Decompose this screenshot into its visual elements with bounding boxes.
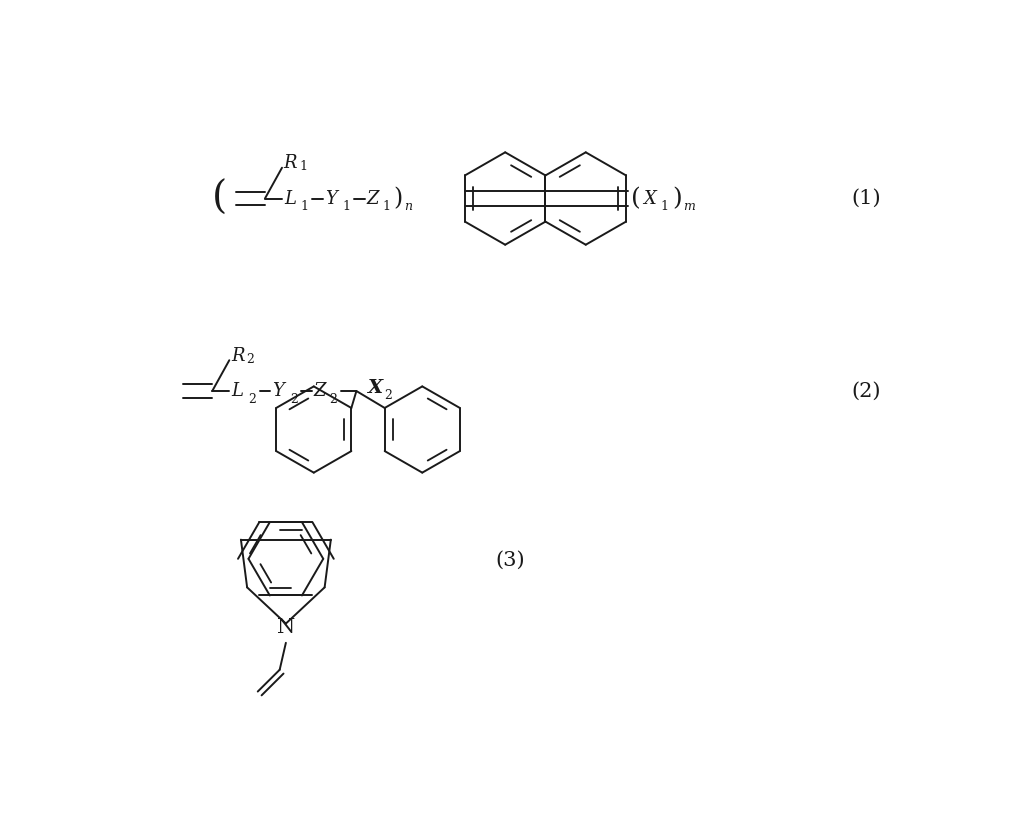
- Text: Y: Y: [272, 382, 283, 400]
- Text: 1: 1: [299, 161, 307, 173]
- Text: X: X: [367, 379, 382, 397]
- Text: Z: Z: [367, 190, 379, 207]
- Text: R: R: [283, 154, 297, 172]
- Text: 1: 1: [301, 201, 309, 213]
- Text: 2: 2: [384, 389, 392, 402]
- Text: Z: Z: [314, 382, 326, 400]
- Text: n: n: [404, 201, 412, 213]
- Text: (1): (1): [851, 189, 881, 208]
- Text: 2: 2: [246, 353, 254, 366]
- Text: 2: 2: [329, 393, 337, 406]
- Text: L: L: [232, 382, 244, 400]
- Text: ): ): [673, 187, 683, 210]
- Text: 2: 2: [248, 393, 256, 406]
- Text: 2: 2: [290, 393, 298, 406]
- Text: X: X: [643, 190, 656, 207]
- Text: m: m: [684, 201, 695, 213]
- Text: (: (: [631, 187, 640, 210]
- Text: (3): (3): [495, 551, 524, 570]
- Text: (2): (2): [851, 382, 881, 401]
- Text: (: (: [212, 180, 228, 217]
- Text: L: L: [284, 190, 297, 207]
- Text: N: N: [276, 618, 295, 637]
- Text: 1: 1: [660, 201, 669, 213]
- Text: R: R: [231, 347, 245, 365]
- Text: 1: 1: [382, 201, 390, 213]
- Text: ): ): [393, 187, 403, 210]
- Text: Y: Y: [325, 190, 336, 207]
- Text: 1: 1: [342, 201, 351, 213]
